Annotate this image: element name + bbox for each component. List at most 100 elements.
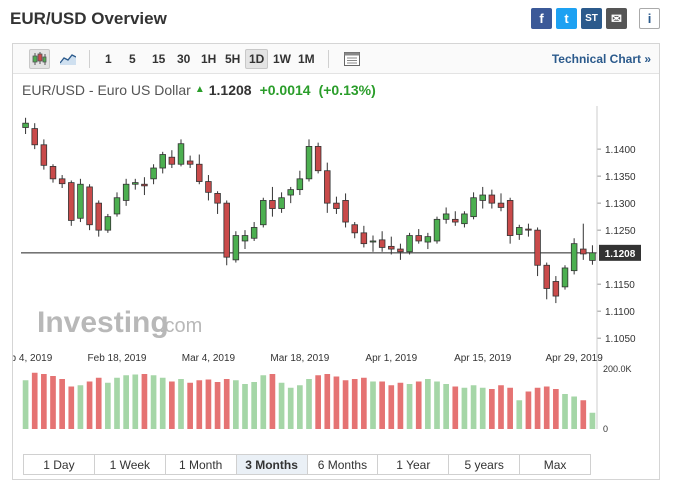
interval-5[interactable]: 5 [129,52,136,66]
info-icon[interactable]: i [639,8,660,29]
volume-bar [406,384,413,429]
volume-bar [525,391,532,429]
candle[interactable] [86,184,93,231]
candle[interactable] [58,175,66,189]
candle-body-up [305,146,313,180]
candle[interactable] [452,211,459,226]
candle[interactable] [479,186,486,209]
technical-chart-link[interactable]: Technical Chart » [551,52,651,66]
candle[interactable] [580,223,587,260]
candle[interactable] [570,238,578,275]
candle[interactable] [369,235,377,252]
interval-1d[interactable]: 1D [245,49,269,69]
candle[interactable] [525,223,532,237]
candle[interactable] [31,123,38,150]
candle[interactable] [113,192,121,217]
candle[interactable] [497,193,505,212]
candle[interactable] [360,225,368,248]
range-1-week[interactable]: 1 Week [94,455,166,474]
candle[interactable] [378,231,386,252]
candle[interactable] [333,196,340,214]
candle[interactable] [68,180,75,226]
candlestick-chart[interactable]: Investing .com 1.1208 1.1400 1.1350 1.1300… [13,44,659,449]
candle[interactable] [104,213,112,233]
volume-bar [297,385,303,429]
interval-1m[interactable]: 1M [298,52,315,66]
range-max[interactable]: Max [520,455,590,474]
candle[interactable] [287,186,294,204]
candle[interactable] [506,197,514,244]
candle[interactable] [342,193,349,228]
interval-30[interactable]: 30 [177,52,191,66]
candle[interactable] [561,265,569,290]
candle[interactable] [49,164,57,183]
candle[interactable] [415,229,422,244]
range-1-year[interactable]: 1 Year [378,455,450,474]
candle[interactable] [232,231,240,263]
interval-1w[interactable]: 1W [273,52,291,66]
candle[interactable] [296,170,304,196]
candle[interactable] [122,178,130,206]
candle[interactable] [305,139,313,182]
candle[interactable] [269,186,276,217]
interval-15[interactable]: 15 [152,52,166,66]
candle[interactable] [77,178,84,223]
candle[interactable] [159,151,166,174]
candle[interactable] [132,178,139,190]
candle[interactable] [324,162,331,213]
y-tick-label: 1.1400 [605,145,636,156]
range-6-months[interactable]: 6 Months [307,455,379,474]
volume-bar [425,379,431,429]
stocktwits-icon[interactable]: ST [581,8,602,29]
range-5-years[interactable]: 5 years [449,455,521,474]
candle[interactable] [534,227,541,277]
candle[interactable] [177,139,185,167]
twitter-icon[interactable]: t [556,8,577,29]
candle[interactable] [406,232,413,255]
candle[interactable] [205,175,212,201]
area-chart-icon[interactable] [57,49,78,69]
candle[interactable] [168,150,176,169]
candle[interactable] [196,154,203,185]
candle[interactable] [388,236,395,255]
candle[interactable] [470,192,477,220]
candle[interactable] [516,224,523,240]
mail-icon[interactable]: ✉ [606,8,627,29]
candle[interactable] [543,262,550,300]
candle[interactable] [186,155,194,169]
candle[interactable] [424,232,432,250]
candle[interactable] [278,192,285,213]
interval-5h[interactable]: 5H [225,52,241,66]
facebook-icon[interactable]: f [531,8,552,29]
candle[interactable] [552,276,560,304]
candle[interactable] [589,245,596,265]
candle[interactable] [40,139,48,170]
candle[interactable] [488,189,496,209]
candle[interactable] [250,222,258,241]
candle[interactable] [397,243,404,260]
range-1-day[interactable]: 1 Day [24,455,95,474]
candle[interactable] [433,216,441,244]
candle[interactable] [442,207,450,224]
candlestick-icon[interactable] [29,49,50,69]
range-1-month[interactable]: 1 Month [165,455,237,474]
candle[interactable] [223,200,230,266]
candle[interactable] [241,230,249,250]
candle[interactable] [141,177,148,196]
candle-body-down [324,170,331,204]
candle[interactable] [351,222,358,239]
interval-1h[interactable]: 1H [201,52,217,66]
candle[interactable] [95,200,102,237]
candle[interactable] [461,211,468,228]
price-change-percent: (+0.13%) [318,82,376,98]
candle[interactable] [260,197,267,228]
settings-panel-icon[interactable] [341,49,362,69]
candle[interactable] [22,117,29,134]
candle[interactable] [314,142,322,174]
candle-body-down [342,200,349,223]
range-3-months[interactable]: 3 Months [236,455,308,474]
candle[interactable] [150,164,157,185]
interval-1[interactable]: 1 [105,52,112,66]
candle-body-down [40,144,48,166]
candle[interactable] [214,191,221,214]
